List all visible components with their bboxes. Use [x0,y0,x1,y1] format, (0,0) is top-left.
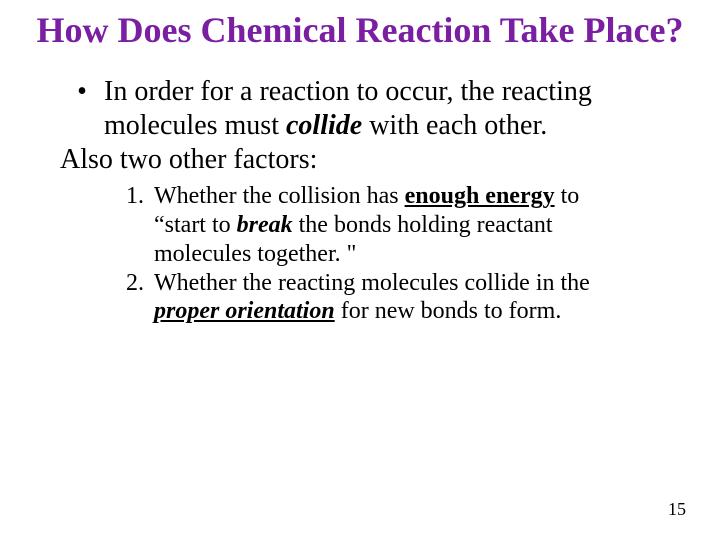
bullet-item: • In order for a reaction to occur, the … [60,75,660,142]
item2-a: Whether the reacting molecules collide i… [154,270,590,296]
list-item: 2. Whether the reacting molecules collid… [114,269,660,327]
also-line: Also two other factors: [60,143,660,177]
item2-proper: proper orientation [154,298,335,324]
num-marker-1: 1. [114,182,154,268]
list-item: 1. Whether the collision has enough ener… [114,182,660,268]
bullet-collide: collide [286,110,362,141]
page-number: 15 [668,499,686,520]
bullet-marker: • [60,75,104,142]
item1-enough-energy: enough energy [405,183,555,209]
bullet-text-post: with each other. [362,110,547,141]
item1-break: break [237,212,293,238]
num-text-2: Whether the reacting molecules collide i… [154,269,660,327]
num-text-1: Whether the collision has enough energy … [154,182,660,268]
slide-title: How Does Chemical Reaction Take Place? [30,10,690,51]
num-marker-2: 2. [114,269,154,327]
item2-b: for new bonds to form. [335,298,562,324]
body-block: • In order for a reaction to occur, the … [30,75,690,326]
item1-a: Whether the collision has [154,183,405,209]
numbered-list: 1. Whether the collision has enough ener… [114,182,660,326]
bullet-text: In order for a reaction to occur, the re… [104,75,660,142]
